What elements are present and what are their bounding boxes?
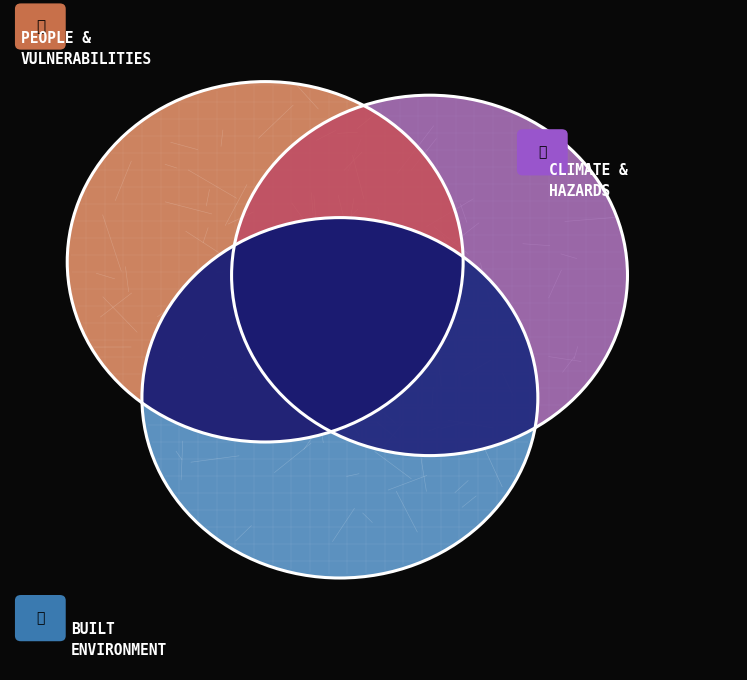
FancyBboxPatch shape — [15, 3, 66, 50]
FancyBboxPatch shape — [15, 595, 66, 641]
Circle shape — [232, 95, 627, 456]
Circle shape — [232, 95, 627, 456]
Circle shape — [142, 218, 538, 578]
Circle shape — [142, 218, 538, 578]
Text: 🏙: 🏙 — [36, 611, 45, 625]
Text: CLIMATE &
HAZARDS: CLIMATE & HAZARDS — [549, 163, 627, 199]
Text: 👥: 👥 — [36, 19, 45, 34]
Circle shape — [67, 82, 463, 442]
Circle shape — [232, 95, 627, 456]
FancyBboxPatch shape — [517, 129, 568, 175]
Text: BUILT
ENVIRONMENT: BUILT ENVIRONMENT — [71, 622, 167, 658]
Text: 🌡: 🌡 — [538, 146, 547, 159]
Circle shape — [142, 218, 538, 578]
Circle shape — [142, 218, 538, 578]
Text: PEOPLE &
VULNERABILITIES: PEOPLE & VULNERABILITIES — [21, 31, 152, 67]
